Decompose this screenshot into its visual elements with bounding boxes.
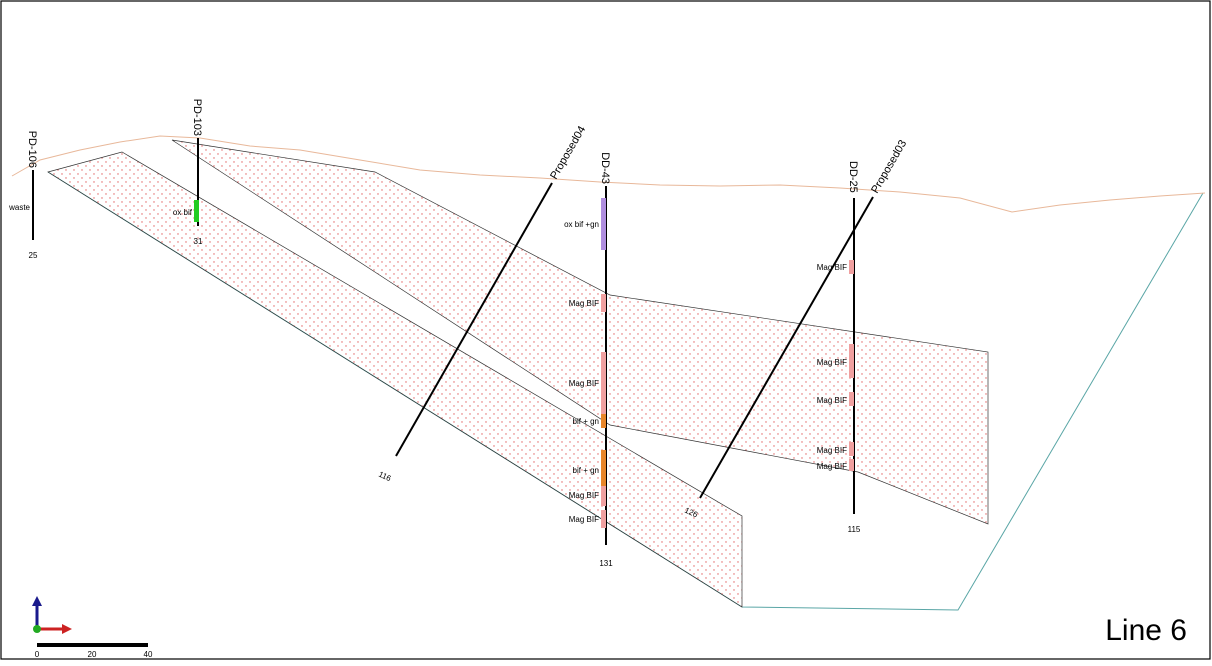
- interval-mag-bif: [601, 294, 606, 312]
- drillhole-dd25[interactable]: DD-25 Mag BIF Mag BIF Mag BIF Mag BIF Ma…: [817, 161, 861, 534]
- topography-line: [11, 135, 1206, 213]
- interval-label: Mag BIF: [817, 446, 847, 455]
- interval-label: bif + gn: [573, 466, 599, 475]
- end-depth-proposed04: 116: [377, 470, 393, 484]
- interval-label: Mag BIF: [569, 515, 599, 524]
- east-arrow-head-icon: [62, 624, 72, 634]
- hole-name-dd43: DD-43: [599, 152, 611, 184]
- hole-name-proposed03: Proposed03: [869, 138, 909, 195]
- interval-label: ox bif: [173, 208, 193, 217]
- interval-mag-bif: [849, 442, 854, 456]
- drillhole-dd43[interactable]: DD-43 ox bif +gn Mag BIF Mag BIF bif + g…: [564, 152, 613, 568]
- interval-ox-bif: [194, 200, 199, 222]
- interval-label: Mag BIF: [817, 462, 847, 471]
- drillhole-pd103[interactable]: PD-103 ox bif 31: [173, 99, 203, 246]
- interval-label: ox bif +gn: [564, 220, 599, 229]
- orientation-axes: [32, 596, 72, 634]
- interval-mag-bif: [849, 344, 854, 378]
- up-arrow-head-icon: [32, 596, 42, 606]
- scale-tick-label: 0: [35, 650, 40, 659]
- interval-label: Mag BIF: [817, 358, 847, 367]
- interval-mag-bif: [601, 486, 606, 506]
- interval-mag-bif: [849, 260, 854, 274]
- interval-bif-gn: [601, 414, 606, 428]
- end-depth-dd43: 131: [599, 559, 613, 568]
- interval-bif-gn: [601, 450, 606, 486]
- interval-ox-bif-gn: [601, 198, 606, 250]
- interval-mag-bif: [601, 510, 606, 528]
- north-axis-dot-icon: [33, 625, 41, 633]
- ore-body-upper: [171, 139, 989, 525]
- end-depth-pd106: 25: [29, 251, 38, 260]
- ore-body-lower: [47, 151, 743, 608]
- interval-label: waste: [8, 203, 30, 212]
- interval-label: Mag BIF: [569, 379, 599, 388]
- scale-bar: 0 20 40: [35, 643, 153, 659]
- scale-tick-label: 40: [144, 650, 153, 659]
- interval-label: Mag BIF: [817, 396, 847, 405]
- scale-tick-label: 20: [88, 650, 97, 659]
- interval-mag-bif: [849, 392, 854, 406]
- drillhole-pd106[interactable]: PD-106 waste 25: [8, 131, 38, 260]
- hole-name-pd103: PD-103: [191, 99, 203, 136]
- interval-mag-bif: [601, 352, 606, 414]
- interval-label: Mag BIF: [569, 491, 599, 500]
- hole-name-dd25: DD-25: [847, 161, 859, 193]
- interval-label: Mag BIF: [569, 299, 599, 308]
- end-depth-pd103: 31: [194, 237, 203, 246]
- section-title: Line 6: [1105, 614, 1187, 647]
- hole-name-proposed04: Proposed04: [548, 124, 588, 181]
- hole-name-pd106: PD-106: [26, 131, 38, 168]
- interval-label: bif + gn: [573, 417, 599, 426]
- interval-mag-bif: [849, 459, 854, 471]
- end-depth-dd25: 115: [848, 525, 861, 534]
